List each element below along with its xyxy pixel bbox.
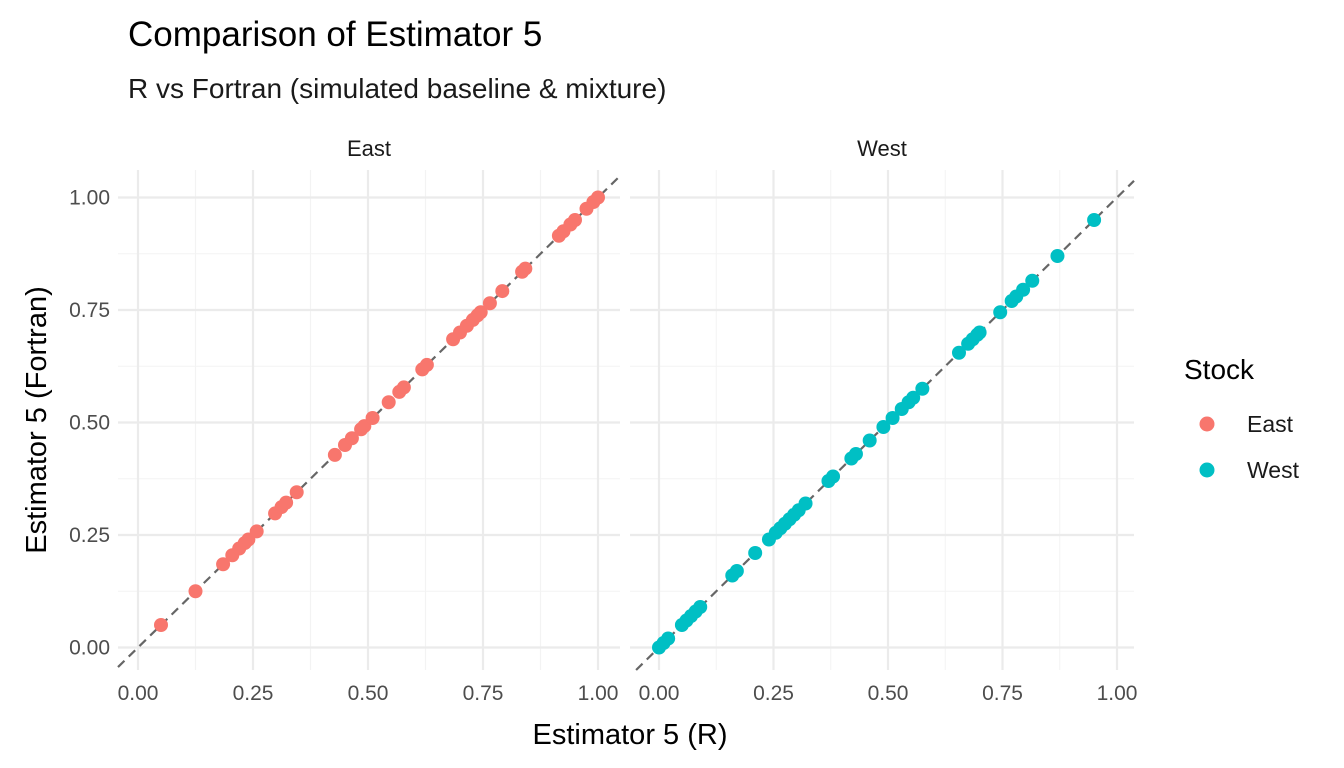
data-point-west <box>906 390 921 405</box>
y-tick-label: 0.50 <box>69 412 110 435</box>
data-point-west <box>1025 273 1040 288</box>
data-point-east <box>495 284 510 299</box>
data-point-west <box>661 631 676 646</box>
legend-key-west <box>1199 462 1215 478</box>
y-tick-label: 1.00 <box>69 187 110 210</box>
facet-label-east: East <box>347 136 391 161</box>
data-point-east <box>419 357 434 372</box>
x-tick-label: 0.25 <box>753 682 794 705</box>
data-point-east <box>568 213 582 227</box>
data-point-east <box>289 485 304 500</box>
data-point-west <box>826 469 841 484</box>
data-point-east <box>327 447 342 462</box>
data-point-east <box>518 261 533 276</box>
legend: Stock East West <box>1184 354 1300 483</box>
data-point-west <box>1087 213 1102 227</box>
data-point-east <box>188 584 203 599</box>
data-point-east <box>396 380 411 395</box>
facet-label-west: West <box>857 136 907 161</box>
data-point-west <box>993 305 1008 320</box>
data-point-west <box>729 564 744 578</box>
data-point-west <box>972 325 987 340</box>
x-tick-label: 0.75 <box>463 682 504 705</box>
legend-label-west: West <box>1247 457 1300 483</box>
data-point-east <box>216 557 231 572</box>
facet-panel-east: East 0.00 0.25 0.50 0.75 1.00 0.00 0.25 0.50 0.75… <box>69 136 621 705</box>
facet-panels: East 0.00 0.25 0.50 0.75 1.00 0.00 0.25 0.50 0.75… <box>69 136 1137 705</box>
legend-title: Stock <box>1184 354 1255 385</box>
y-tick-label: 0.25 <box>69 524 110 547</box>
data-point-west <box>915 381 930 396</box>
data-point-west <box>1016 282 1031 297</box>
x-tick-label: 0.50 <box>348 682 389 705</box>
chart-subtitle: R vs Fortran (simulated baseline & mixtu… <box>128 73 666 104</box>
data-point-east <box>249 524 264 539</box>
data-point-west <box>951 345 966 360</box>
data-point-east <box>365 411 380 425</box>
data-point-west <box>885 411 900 425</box>
x-tick-label: 0.75 <box>982 682 1023 705</box>
x-axis-title: Estimator 5 (R) <box>533 719 728 751</box>
x-tick-label: 0.00 <box>118 682 159 705</box>
data-point-east <box>591 190 605 205</box>
x-tick-label: 1.00 <box>1097 682 1138 705</box>
data-point-east <box>381 395 396 410</box>
data-point-west <box>862 433 877 448</box>
data-point-west <box>848 447 863 461</box>
data-point-east <box>473 305 488 320</box>
data-point-west <box>693 600 708 614</box>
y-tick-label: 0.75 <box>69 299 110 322</box>
chart-title: Comparison of Estimator 5 <box>128 15 542 54</box>
data-point-west <box>748 546 763 560</box>
y-axis-title: Estimator 5 (Fortran) <box>21 286 53 554</box>
data-point-west <box>1050 249 1065 263</box>
y-tick-label: 0.00 <box>69 637 110 660</box>
legend-label-east: East <box>1247 411 1294 437</box>
legend-key-east <box>1199 416 1215 432</box>
x-tick-label: 0.00 <box>639 682 680 705</box>
x-tick-label: 0.50 <box>868 682 909 705</box>
data-point-east <box>482 296 497 311</box>
data-point-east <box>279 495 294 510</box>
data-point-west <box>798 496 813 511</box>
x-tick-label: 1.00 <box>578 682 619 705</box>
data-point-east <box>154 618 168 632</box>
data-point-east <box>344 431 359 446</box>
data-point-west <box>876 420 891 434</box>
x-tick-label: 0.25 <box>233 682 274 705</box>
facet-panel-west: West 0.00 0.25 0.50 0.75 1.00 <box>630 136 1137 705</box>
